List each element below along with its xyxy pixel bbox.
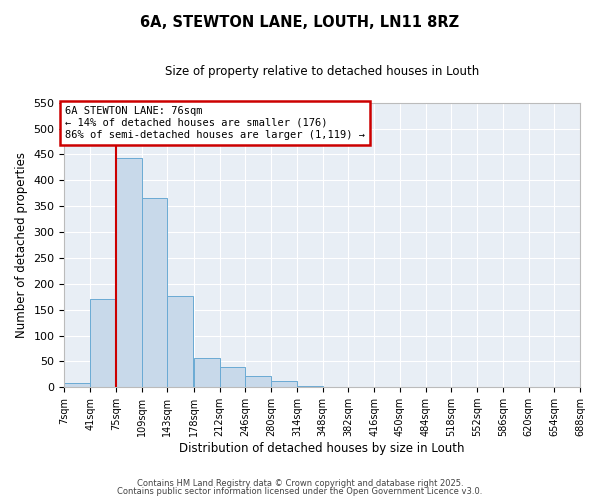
Text: 6A, STEWTON LANE, LOUTH, LN11 8RZ: 6A, STEWTON LANE, LOUTH, LN11 8RZ xyxy=(140,15,460,30)
Bar xyxy=(90,300,116,387)
Text: 6A STEWTON LANE: 76sqm
← 14% of detached houses are smaller (176)
86% of semi-de: 6A STEWTON LANE: 76sqm ← 14% of detached… xyxy=(65,106,365,140)
Title: Size of property relative to detached houses in Louth: Size of property relative to detached ho… xyxy=(165,65,479,78)
Bar xyxy=(194,358,220,387)
Bar xyxy=(271,381,297,387)
Bar xyxy=(167,296,193,387)
Bar xyxy=(554,386,580,387)
Bar xyxy=(64,383,90,387)
Bar xyxy=(142,198,167,387)
X-axis label: Distribution of detached houses by size in Louth: Distribution of detached houses by size … xyxy=(179,442,465,455)
Bar xyxy=(323,386,349,387)
Bar xyxy=(116,158,142,387)
Bar xyxy=(245,376,271,387)
Text: Contains public sector information licensed under the Open Government Licence v3: Contains public sector information licen… xyxy=(118,488,482,496)
Bar xyxy=(297,386,323,387)
Y-axis label: Number of detached properties: Number of detached properties xyxy=(15,152,28,338)
Text: Contains HM Land Registry data © Crown copyright and database right 2025.: Contains HM Land Registry data © Crown c… xyxy=(137,478,463,488)
Bar xyxy=(220,366,245,387)
